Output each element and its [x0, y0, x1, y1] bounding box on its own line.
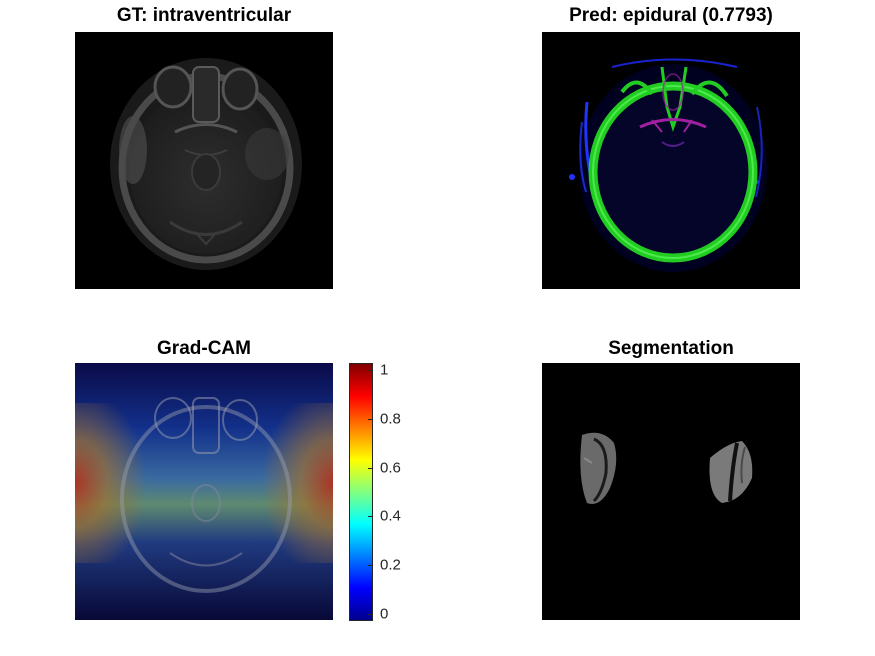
panel-title-pred: Pred: epidural (0.7793): [569, 5, 773, 26]
colorbar-tick-label: 0.8: [380, 410, 401, 428]
panel-title-segmentation: Segmentation: [608, 338, 734, 359]
colorbar-tick-mark: [368, 468, 373, 469]
colorbar-tick-mark: [368, 419, 373, 420]
colorbar-tick-label: 0: [380, 605, 389, 623]
panel-title-gt: GT: intraventricular: [116, 5, 292, 26]
colorbar-tick-label: 0.6: [380, 459, 401, 477]
gradcam-colorbar: [349, 363, 373, 621]
colorbar-tick-mark: [368, 614, 373, 615]
gradcam-heatmap-image: [75, 363, 333, 620]
gt-ct-image: [75, 32, 333, 289]
segmentation-image: [542, 363, 800, 620]
pred-edge-image: [542, 32, 800, 289]
colorbar-tick-label: 0.2: [380, 556, 401, 574]
colorbar-tick-mark: [368, 516, 373, 517]
colorbar-tick-label: 1: [380, 361, 389, 379]
colorbar-tick-label: 0.4: [380, 507, 401, 525]
colorbar-tick-mark: [368, 565, 373, 566]
panel-title-gradcam: Grad-CAM: [157, 338, 251, 359]
colorbar-tick-mark: [368, 370, 373, 371]
